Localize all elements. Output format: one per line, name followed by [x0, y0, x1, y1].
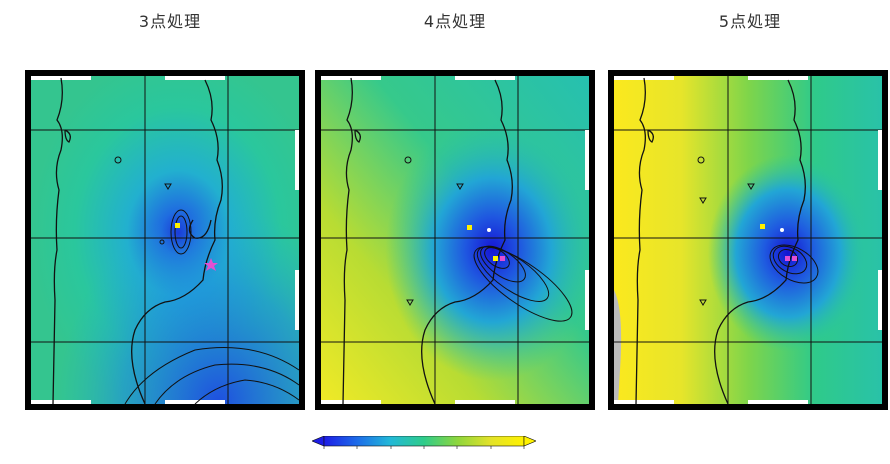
map-panel-2	[315, 70, 595, 410]
map-figure-1	[25, 70, 305, 410]
map-figure-2	[315, 70, 595, 410]
panel-title-2: 4点処理	[423, 12, 487, 31]
panel-title-1: 3点処理	[138, 12, 202, 31]
panel-title-3: 5点処理	[718, 12, 782, 31]
map-panel-1	[25, 70, 305, 410]
map-panel-3	[608, 70, 888, 410]
map-figure-3	[608, 70, 888, 410]
colorbar	[312, 436, 536, 449]
